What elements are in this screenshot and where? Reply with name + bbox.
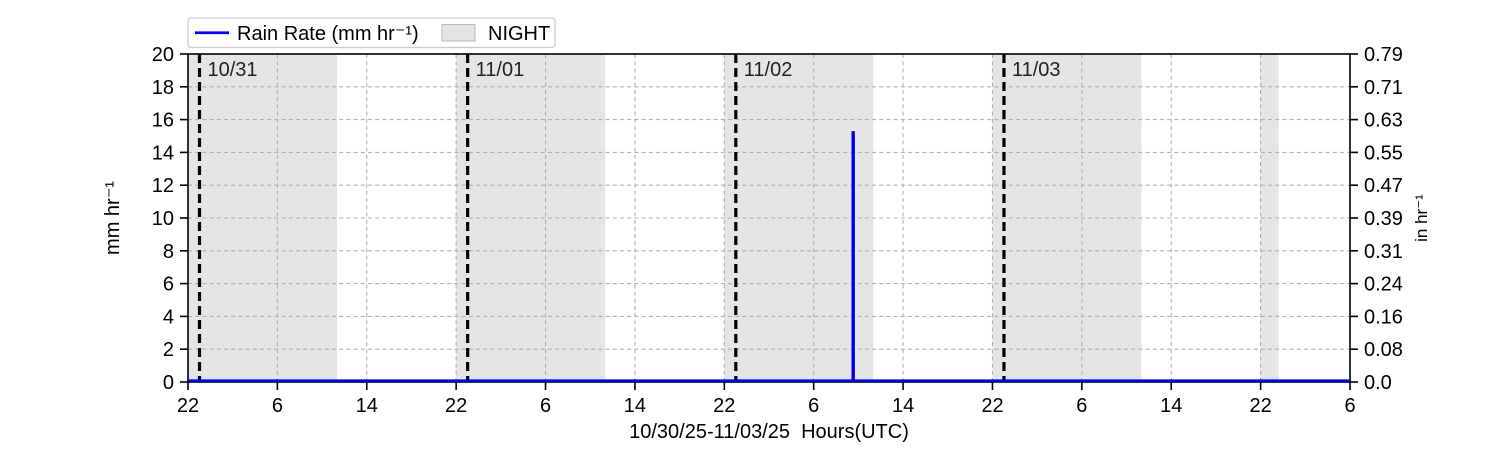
svg-text:4: 4 [163,306,174,328]
svg-text:14: 14 [152,142,174,164]
svg-text:11/03: 11/03 [1012,59,1061,81]
svg-text:6: 6 [808,395,819,417]
svg-text:22: 22 [177,395,199,417]
svg-text:0.39: 0.39 [1364,208,1403,230]
svg-text:0.71: 0.71 [1364,77,1403,99]
svg-text:11/01: 11/01 [476,59,525,81]
svg-text:8: 8 [163,241,174,263]
svg-text:14: 14 [1160,395,1182,417]
svg-text:2: 2 [163,339,174,361]
svg-text:10/30/25-11/03/25 Hours(UTC): 10/30/25-11/03/25 Hours(UTC) [629,421,909,443]
svg-text:10/31: 10/31 [208,59,258,81]
svg-text:22: 22 [1249,395,1271,417]
svg-text:6: 6 [540,395,551,417]
svg-text:10: 10 [152,208,174,230]
svg-text:0.31: 0.31 [1364,241,1403,263]
svg-text:mm hr⁻¹: mm hr⁻¹ [102,181,124,255]
svg-text:14: 14 [892,395,914,417]
svg-text:22: 22 [713,395,735,417]
svg-text:22: 22 [981,395,1003,417]
svg-text:6: 6 [1076,395,1087,417]
svg-text:6: 6 [163,274,174,296]
svg-text:20: 20 [152,44,174,66]
svg-text:6: 6 [1344,395,1355,417]
svg-text:11/02: 11/02 [744,59,793,81]
svg-text:0.16: 0.16 [1364,306,1403,328]
svg-text:NIGHT: NIGHT [488,23,550,45]
svg-text:14: 14 [624,395,646,417]
svg-text:in hr⁻¹: in hr⁻¹ [1412,194,1431,242]
svg-text:14: 14 [356,395,378,417]
svg-text:18: 18 [152,77,174,99]
svg-text:0.0: 0.0 [1364,372,1392,394]
svg-text:22: 22 [445,395,467,417]
svg-text:0.55: 0.55 [1364,142,1403,164]
svg-text:0: 0 [163,372,174,394]
svg-text:Rain Rate (mm hr⁻¹): Rain Rate (mm hr⁻¹) [237,23,419,45]
svg-text:0.24: 0.24 [1364,274,1403,296]
svg-text:16: 16 [152,110,174,132]
svg-text:0.63: 0.63 [1364,110,1403,132]
svg-text:0.08: 0.08 [1364,339,1403,361]
svg-text:0.79: 0.79 [1364,44,1403,66]
svg-text:6: 6 [272,395,283,417]
svg-text:12: 12 [152,175,174,197]
svg-text:0.47: 0.47 [1364,175,1403,197]
